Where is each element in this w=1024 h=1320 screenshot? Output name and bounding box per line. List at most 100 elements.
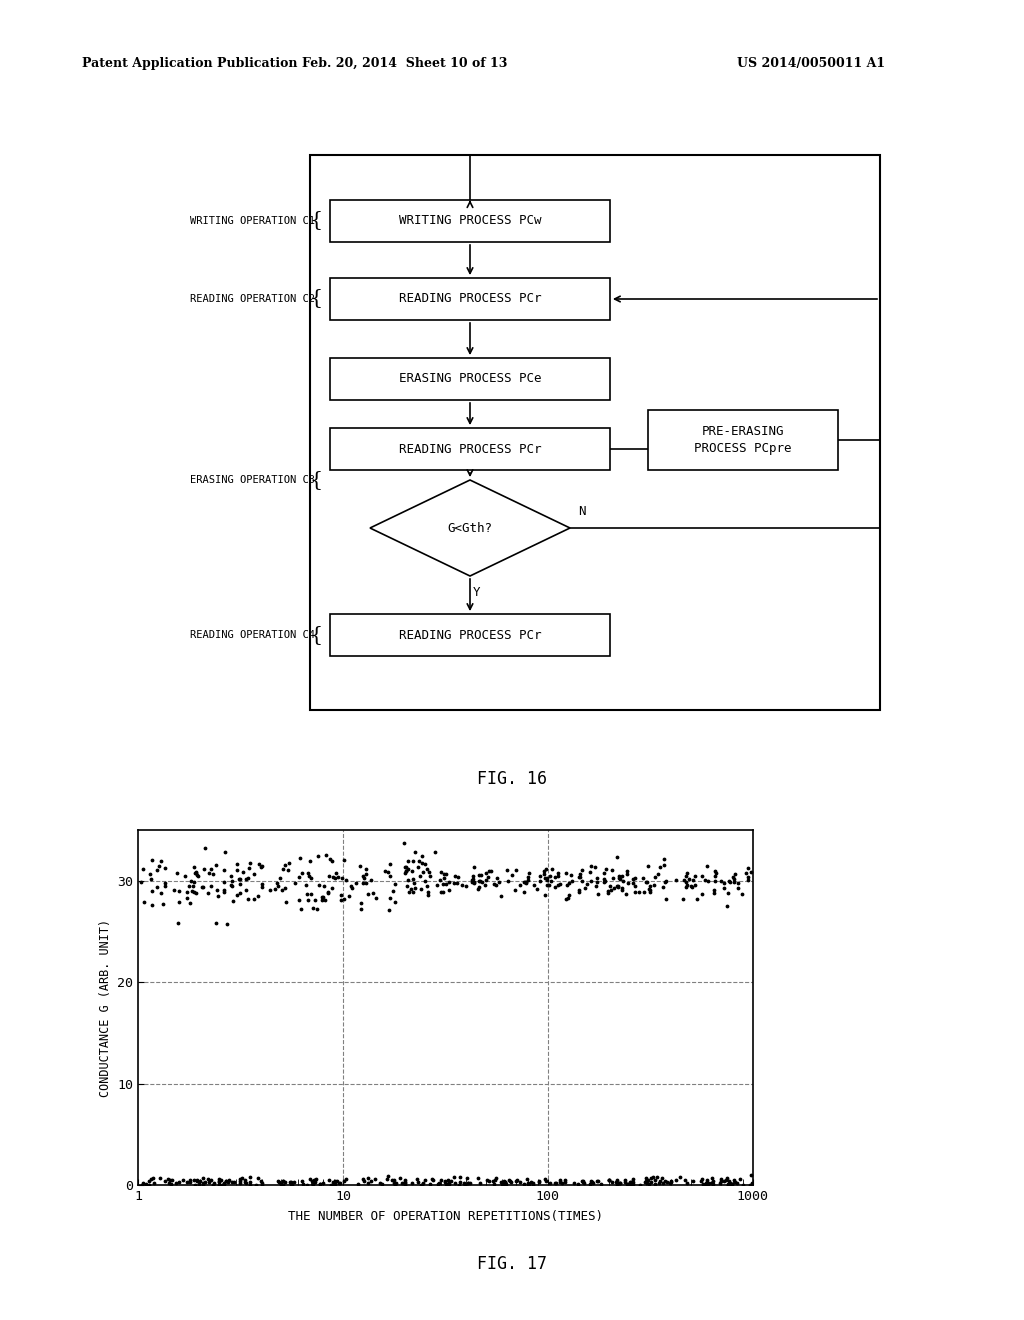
Point [572,866,589,887]
Point [218,1170,234,1191]
Point [330,866,346,887]
Point [278,892,294,913]
Point [217,841,233,862]
Point [583,1172,599,1193]
Point [317,845,334,866]
Point [382,866,398,887]
Point [707,870,723,891]
Point [377,861,393,882]
Point [386,873,402,894]
Point [716,1171,732,1192]
Text: {: { [309,289,323,309]
Point [713,1168,729,1189]
Point [550,865,566,886]
Point [637,1171,653,1192]
Point [530,1171,547,1192]
Point [334,867,350,888]
Point [143,850,160,871]
Point [169,912,185,933]
Point [548,1172,564,1193]
Bar [330,279,610,319]
Point [359,884,376,906]
Point [702,1172,719,1193]
Point [185,871,202,892]
Point [271,867,288,888]
Point [284,1171,300,1192]
Point [379,1168,395,1189]
Point [231,883,248,904]
Point [559,875,575,896]
Point [349,1173,366,1195]
Point [221,1170,238,1191]
Point [138,1173,155,1195]
Point [638,871,654,892]
Point [693,1168,710,1189]
Point [181,892,198,913]
Point [239,879,255,900]
Point [732,1168,749,1189]
Point [532,870,549,891]
Point [413,1175,429,1196]
Point [224,875,241,896]
Point [471,865,487,886]
Point [433,1170,450,1191]
Point [223,870,240,891]
Point [502,1171,518,1192]
Point [135,892,152,913]
Point [501,870,517,891]
Point [539,874,555,895]
Point [166,879,182,900]
Point [294,863,310,884]
Point [631,882,647,903]
Point [730,873,746,894]
Point [174,1170,190,1191]
Point [323,1175,339,1196]
Point [193,1171,209,1192]
Point [380,1166,396,1187]
Point [446,866,463,887]
Point [471,1173,487,1195]
Text: PRE-ERASING
PROCESS PCpre: PRE-ERASING PROCESS PCpre [694,425,792,455]
Text: {: { [309,470,323,490]
Point [267,879,284,900]
Point [609,876,626,898]
Point [254,855,270,876]
Point [254,876,270,898]
Point [239,1173,255,1195]
Point [639,871,655,892]
Point [272,1173,289,1195]
Point [487,874,504,895]
Point [348,873,365,894]
Text: READING OPERATION C4: READING OPERATION C4 [190,630,315,640]
Point [539,867,555,888]
Point [620,1173,636,1195]
Point [541,874,557,895]
Point [466,857,482,878]
Point [422,1173,438,1195]
Point [253,1171,269,1192]
Point [359,1172,376,1193]
Point [324,878,340,899]
Point [270,1171,287,1192]
Point [642,879,658,900]
Point [287,873,303,894]
Point [519,1168,536,1189]
Point [141,863,158,884]
Point [504,865,520,886]
Point [483,861,500,882]
Point [573,1171,590,1192]
Point [253,857,269,878]
Point [440,879,457,900]
Point [479,867,496,888]
Point [574,1171,591,1192]
Point [308,898,325,919]
Point [560,887,577,908]
Point [477,870,494,891]
Point [223,875,240,896]
Point [431,1172,447,1193]
Point [319,882,336,903]
Point [368,887,384,908]
Point [248,1173,264,1195]
Point [647,867,664,888]
Point [205,1173,221,1195]
